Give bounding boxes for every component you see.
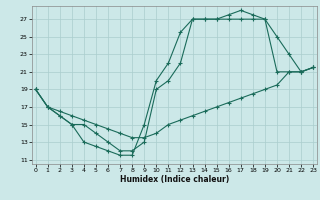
X-axis label: Humidex (Indice chaleur): Humidex (Indice chaleur) xyxy=(120,175,229,184)
